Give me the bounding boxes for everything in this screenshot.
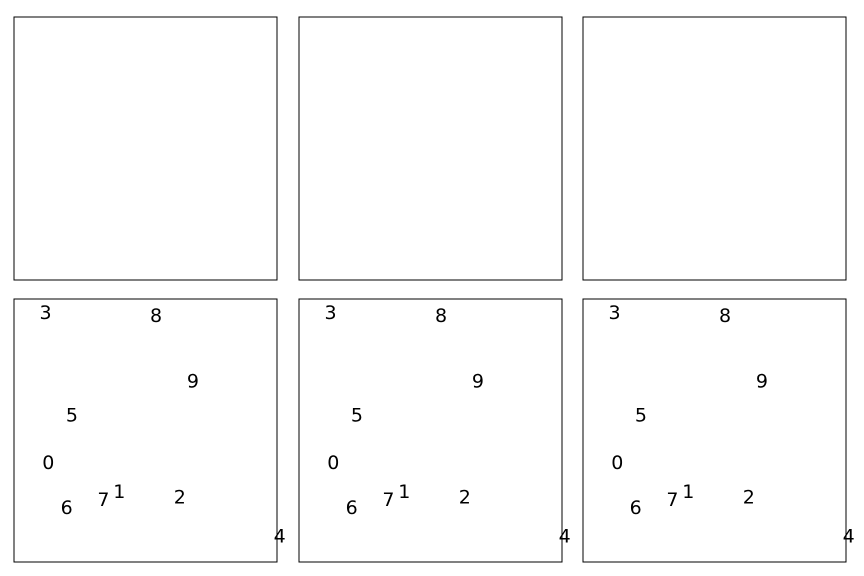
agent-label: 0 bbox=[42, 452, 54, 474]
agent-label: 6 bbox=[61, 497, 73, 519]
agent-label: 0 bbox=[327, 452, 339, 474]
agent-label: 6 bbox=[630, 497, 642, 519]
agent-label: 3 bbox=[325, 302, 337, 324]
agent-label: 7 bbox=[382, 489, 394, 511]
agent-label: 6 bbox=[346, 497, 358, 519]
agent-label: 8 bbox=[435, 305, 447, 327]
agent-label: 8 bbox=[719, 305, 731, 327]
agent-label: 3 bbox=[609, 302, 621, 324]
agent-trail-dot bbox=[620, 286, 631, 297]
agent-label: 7 bbox=[666, 489, 678, 511]
agent-label: 5 bbox=[66, 405, 78, 427]
agent-label: 4 bbox=[274, 526, 286, 548]
panel-frame bbox=[582, 16, 847, 281]
agent-label: 9 bbox=[187, 371, 199, 393]
agent-label: 1 bbox=[398, 481, 410, 503]
panel-frame bbox=[298, 16, 563, 281]
agent-label: 2 bbox=[174, 486, 186, 508]
agent-label: 1 bbox=[113, 481, 125, 503]
agent-label: 2 bbox=[743, 486, 755, 508]
agent-label: 2 bbox=[459, 486, 471, 508]
panel-frame bbox=[13, 298, 278, 563]
agent-label: 4 bbox=[559, 526, 571, 548]
agent-label: 9 bbox=[472, 371, 484, 393]
agent-label: 0 bbox=[611, 452, 623, 474]
agent-label: 5 bbox=[635, 405, 647, 427]
panel-frame bbox=[13, 16, 278, 281]
agent-label: 7 bbox=[97, 489, 109, 511]
agent-start bbox=[620, 286, 631, 297]
panel-frame bbox=[582, 298, 847, 563]
agent-label: 9 bbox=[756, 371, 768, 393]
agent-label: 5 bbox=[351, 405, 363, 427]
agent-label: 4 bbox=[843, 526, 855, 548]
agent-label: 3 bbox=[40, 302, 52, 324]
panel-frame bbox=[298, 298, 563, 563]
agent-label: 8 bbox=[150, 305, 162, 327]
agent-label: 1 bbox=[682, 481, 694, 503]
